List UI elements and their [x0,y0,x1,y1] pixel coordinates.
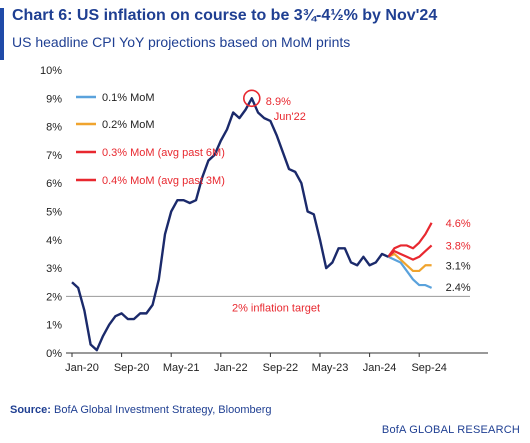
chart-subtitle: US headline CPI YoY projections based on… [12,34,351,50]
y-tick-label: 3% [46,263,62,275]
target-line-label: 2% inflation target [232,302,320,314]
y-tick-label: 5% [46,207,62,219]
legend-label-2: 0.2% MoM [102,119,155,131]
source-label: Source: [10,404,51,416]
projection-line-4 [387,222,433,258]
x-tick-label: May-23 [312,362,349,374]
projection-end-label: 3.1% [446,260,471,272]
y-tick-label: 1% [46,320,62,332]
chart-title: Chart 6: US inflation on course to be 3¾… [12,7,438,24]
brand-footer: BofA GLOBAL RESEARCH [381,424,520,436]
y-tick-label: 4% [46,235,62,247]
y-tick-label: 8% [46,122,62,134]
peak-date-label: Jun'22 [274,111,306,123]
y-tick-label: 10% [40,65,62,77]
projection-end-label: 4.6% [446,218,471,230]
source-text: BofA Global Investment Strategy, Bloombe… [54,404,272,416]
history-line [71,97,389,352]
y-tick-label: 6% [46,178,62,190]
target-line-group: 2% inflation target [66,295,470,314]
peak-value-label: 8.9% [266,96,291,108]
y-tick-label: 9% [46,93,62,105]
projection-line-3 [387,244,433,261]
legend-label-4: 0.4% MoM (avg past 3M) [102,175,225,187]
x-tick-label: Sep-24 [411,362,446,374]
series-group [71,97,433,352]
x-tick-label: Jan-22 [214,362,248,374]
title-accent-bar [0,8,4,60]
projection-end-label: 3.8% [446,240,471,252]
projection-line-1 [387,255,433,289]
legend: 0.1% MoM 0.2% MoM 0.3% MoM (avg past 6M) 0.… [76,92,225,187]
legend-label-1: 0.1% MoM [102,92,155,104]
x-tick-label: Jan-24 [363,362,397,374]
y-tick-label: 0% [46,348,62,360]
source-note: Source: BofA Global Investment Strategy,… [10,404,272,416]
x-tick-label: Sep-22 [263,362,298,374]
x-tick-label: Sep-20 [114,362,149,374]
projection-line-2 [387,252,432,273]
peak-marker-circle [243,89,261,108]
x-tick-label: Jan-20 [65,362,99,374]
y-tick-label: 2% [46,291,62,303]
legend-label-3: 0.3% MoM (avg past 6M) [102,147,225,159]
y-tick-label: 7% [46,150,62,162]
y-axis: 0% 1% 2% 3% 4% 5% 6% 7% 8% 9% 10% [40,65,62,360]
x-axis: Jan-20 Sep-20 May-21 Jan-22 Sep-22 May-23 Jan-… [65,352,488,374]
x-tick-label: May-21 [163,362,200,374]
annotations: 2.4% 3.1% 3.8% 4.6% 8.9% Jun'22 [243,89,471,294]
projection-end-label: 2.4% [446,282,471,294]
